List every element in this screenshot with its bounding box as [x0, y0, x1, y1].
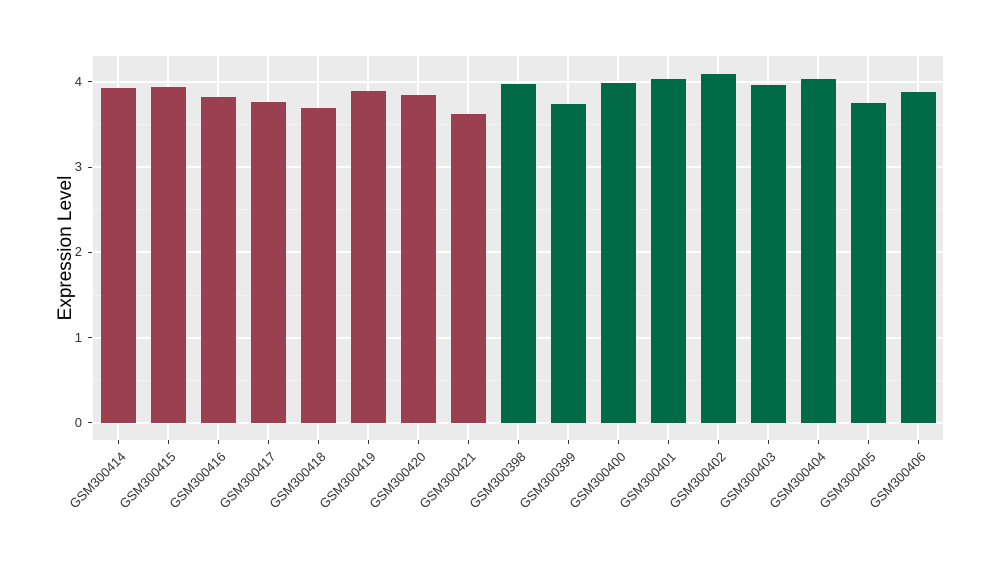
x-tick-mark	[517, 440, 519, 444]
x-tick-mark	[317, 440, 319, 444]
x-tick-label: GSM300398	[466, 449, 529, 512]
bar-GSM300415	[150, 87, 186, 423]
x-tick-mark	[667, 440, 669, 444]
x-tick-mark	[767, 440, 769, 444]
y-tick-label: 2	[74, 244, 82, 260]
y-tick-mark	[88, 251, 92, 253]
x-tick-mark	[417, 440, 419, 444]
plot-panel	[93, 56, 943, 440]
bar-GSM300406	[900, 92, 936, 423]
x-tick-label: GSM300418	[266, 449, 329, 512]
bar-GSM300405	[850, 103, 886, 423]
y-tick-mark	[88, 81, 92, 83]
bar-GSM300398	[500, 83, 536, 423]
x-tick-label: GSM300403	[716, 449, 779, 512]
x-tick-label: GSM300421	[416, 449, 479, 512]
x-tick-mark	[467, 440, 469, 444]
bar-GSM300416	[200, 97, 236, 423]
bar-GSM300404	[800, 79, 836, 423]
bar-GSM300401	[650, 79, 686, 423]
x-tick-label: GSM300405	[816, 449, 879, 512]
x-tick-label: GSM300416	[166, 449, 229, 512]
x-tick-mark	[717, 440, 719, 444]
x-tick-mark	[267, 440, 269, 444]
bar-GSM300400	[600, 82, 636, 423]
x-tick-mark	[367, 440, 369, 444]
bar-GSM300403	[750, 84, 786, 423]
x-tick-label: GSM300401	[616, 449, 679, 512]
x-tick-mark	[117, 440, 119, 444]
y-tick-label: 1	[74, 329, 82, 345]
y-tick-mark	[88, 337, 92, 339]
bar-GSM300414	[100, 87, 136, 423]
bar-GSM300420	[400, 94, 436, 423]
x-tick-label: GSM300399	[516, 449, 579, 512]
x-tick-label: GSM300417	[216, 449, 279, 512]
x-tick-label: GSM300420	[366, 449, 429, 512]
y-tick-label: 4	[74, 73, 82, 89]
bar-GSM300402	[700, 74, 736, 423]
x-tick-label: GSM300415	[116, 449, 179, 512]
y-tick-label: 3	[74, 159, 82, 175]
x-tick-label: GSM300400	[566, 449, 629, 512]
y-tick-label: 0	[74, 414, 82, 430]
bar-GSM300417	[250, 101, 286, 423]
y-tick-mark	[88, 166, 92, 168]
x-tick-mark	[917, 440, 919, 444]
bar-GSM300421	[450, 114, 486, 423]
x-tick-mark	[817, 440, 819, 444]
x-tick-mark	[567, 440, 569, 444]
x-tick-mark	[217, 440, 219, 444]
x-tick-label: GSM300406	[866, 449, 929, 512]
y-tick-mark	[88, 422, 92, 424]
x-tick-mark	[617, 440, 619, 444]
bar-GSM300418	[300, 107, 336, 423]
bar-GSM300419	[350, 90, 386, 423]
x-tick-mark	[167, 440, 169, 444]
bar-GSM300399	[550, 104, 586, 423]
x-tick-label: GSM300402	[666, 449, 729, 512]
x-tick-label: GSM300419	[316, 449, 379, 512]
x-tick-label: GSM300404	[766, 449, 829, 512]
x-tick-mark	[867, 440, 869, 444]
x-tick-label: GSM300414	[66, 449, 129, 512]
